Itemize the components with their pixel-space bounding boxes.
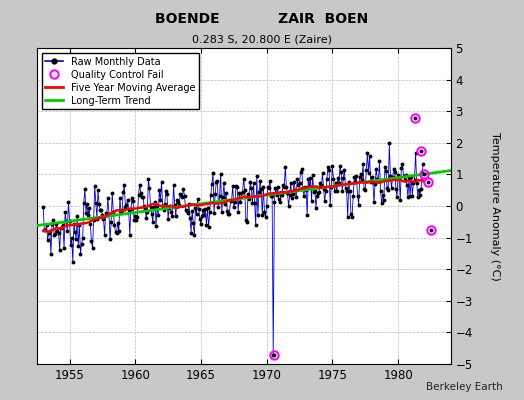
Text: Berkeley Earth: Berkeley Earth xyxy=(427,382,503,392)
Legend: Raw Monthly Data, Quality Control Fail, Five Year Moving Average, Long-Term Tren: Raw Monthly Data, Quality Control Fail, … xyxy=(41,53,199,109)
Text: BOENDE            ZAIR  BOEN: BOENDE ZAIR BOEN xyxy=(156,12,368,26)
Y-axis label: Temperature Anomaly (°C): Temperature Anomaly (°C) xyxy=(489,132,499,280)
Text: 0.283 S, 20.800 E (Zaire): 0.283 S, 20.800 E (Zaire) xyxy=(192,34,332,44)
